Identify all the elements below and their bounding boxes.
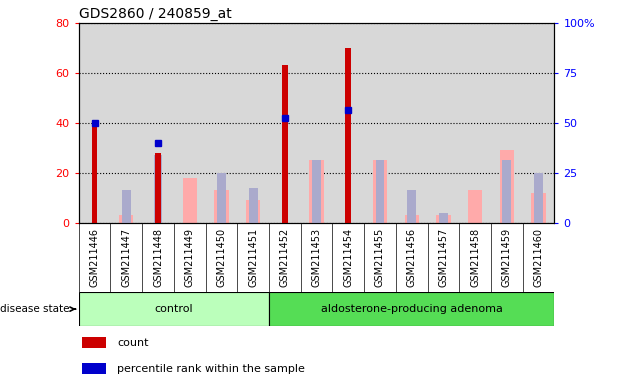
Text: GSM211453: GSM211453 (312, 228, 321, 287)
Text: control: control (154, 304, 193, 314)
Text: GSM211447: GSM211447 (122, 228, 131, 287)
Bar (312, 161, 321, 223)
Text: GSM211457: GSM211457 (438, 228, 449, 288)
Bar (309, 161, 324, 223)
Bar (122, 190, 131, 223)
Bar (534, 173, 543, 223)
Text: GSM211458: GSM211458 (470, 228, 480, 287)
Bar (217, 173, 226, 223)
Bar (249, 188, 258, 223)
Text: disease state: disease state (0, 304, 75, 314)
Bar (373, 161, 387, 223)
Bar (119, 215, 134, 223)
Bar (437, 215, 450, 223)
Bar (282, 65, 288, 223)
Bar (79, 292, 269, 326)
Text: GSM211459: GSM211459 (502, 228, 512, 287)
Bar (155, 153, 161, 223)
Text: GSM211455: GSM211455 (375, 228, 385, 288)
Bar (269, 292, 554, 326)
Bar (246, 200, 260, 223)
Text: GSM211451: GSM211451 (248, 228, 258, 287)
Bar (439, 213, 448, 223)
Bar (407, 190, 416, 223)
Text: GSM211460: GSM211460 (534, 228, 544, 287)
Text: GSM211446: GSM211446 (89, 228, 100, 287)
Text: GSM211452: GSM211452 (280, 228, 290, 288)
Bar (92, 123, 98, 223)
Text: percentile rank within the sample: percentile rank within the sample (117, 364, 305, 374)
Text: GSM211450: GSM211450 (217, 228, 226, 287)
Bar (183, 178, 197, 223)
Text: GDS2860 / 240859_at: GDS2860 / 240859_at (79, 7, 231, 21)
Bar (154, 156, 163, 223)
Text: aldosterone-producing adenoma: aldosterone-producing adenoma (321, 304, 503, 314)
Bar (468, 190, 482, 223)
Bar (404, 215, 419, 223)
Text: GSM211448: GSM211448 (153, 228, 163, 287)
Text: GSM211456: GSM211456 (407, 228, 416, 287)
Bar (500, 151, 514, 223)
Bar (345, 48, 351, 223)
Bar (214, 190, 229, 223)
Text: count: count (117, 338, 149, 348)
Bar (502, 161, 512, 223)
Text: GSM211449: GSM211449 (185, 228, 195, 287)
Bar (82, 337, 106, 348)
Bar (532, 193, 546, 223)
Bar (375, 161, 384, 223)
Text: GSM211454: GSM211454 (343, 228, 353, 287)
Bar (82, 362, 106, 374)
